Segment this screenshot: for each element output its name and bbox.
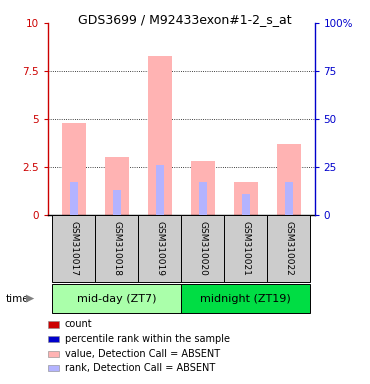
Text: GSM310021: GSM310021 xyxy=(241,221,250,276)
Text: GSM310019: GSM310019 xyxy=(155,221,164,276)
Text: count: count xyxy=(65,319,92,329)
Text: percentile rank within the sample: percentile rank within the sample xyxy=(65,334,230,344)
Bar xyxy=(113,190,121,215)
Text: time: time xyxy=(6,293,29,304)
Bar xyxy=(277,144,300,215)
Bar xyxy=(199,182,207,215)
Bar xyxy=(181,284,310,313)
Bar xyxy=(138,215,181,282)
Bar xyxy=(148,56,172,215)
Text: GSM310018: GSM310018 xyxy=(112,221,121,276)
Text: value, Detection Call = ABSENT: value, Detection Call = ABSENT xyxy=(65,349,220,359)
Bar xyxy=(234,182,258,215)
Bar xyxy=(224,215,267,282)
Text: GSM310022: GSM310022 xyxy=(284,221,293,276)
Text: midnight (ZT19): midnight (ZT19) xyxy=(201,293,291,304)
Bar xyxy=(53,284,181,313)
Bar xyxy=(285,182,293,215)
Bar xyxy=(242,194,250,215)
Text: mid-day (ZT7): mid-day (ZT7) xyxy=(77,293,157,304)
Text: GSM310017: GSM310017 xyxy=(70,221,78,276)
Bar xyxy=(53,215,95,282)
Bar xyxy=(191,161,215,215)
Bar xyxy=(105,157,129,215)
Text: rank, Detection Call = ABSENT: rank, Detection Call = ABSENT xyxy=(65,363,215,373)
Bar xyxy=(267,215,310,282)
Text: GSM310020: GSM310020 xyxy=(198,221,207,276)
Bar xyxy=(181,215,224,282)
Bar xyxy=(95,215,138,282)
Bar xyxy=(70,182,78,215)
Bar xyxy=(156,165,164,215)
Bar xyxy=(62,123,86,215)
Text: GDS3699 / M92433exon#1-2_s_at: GDS3699 / M92433exon#1-2_s_at xyxy=(78,13,292,26)
